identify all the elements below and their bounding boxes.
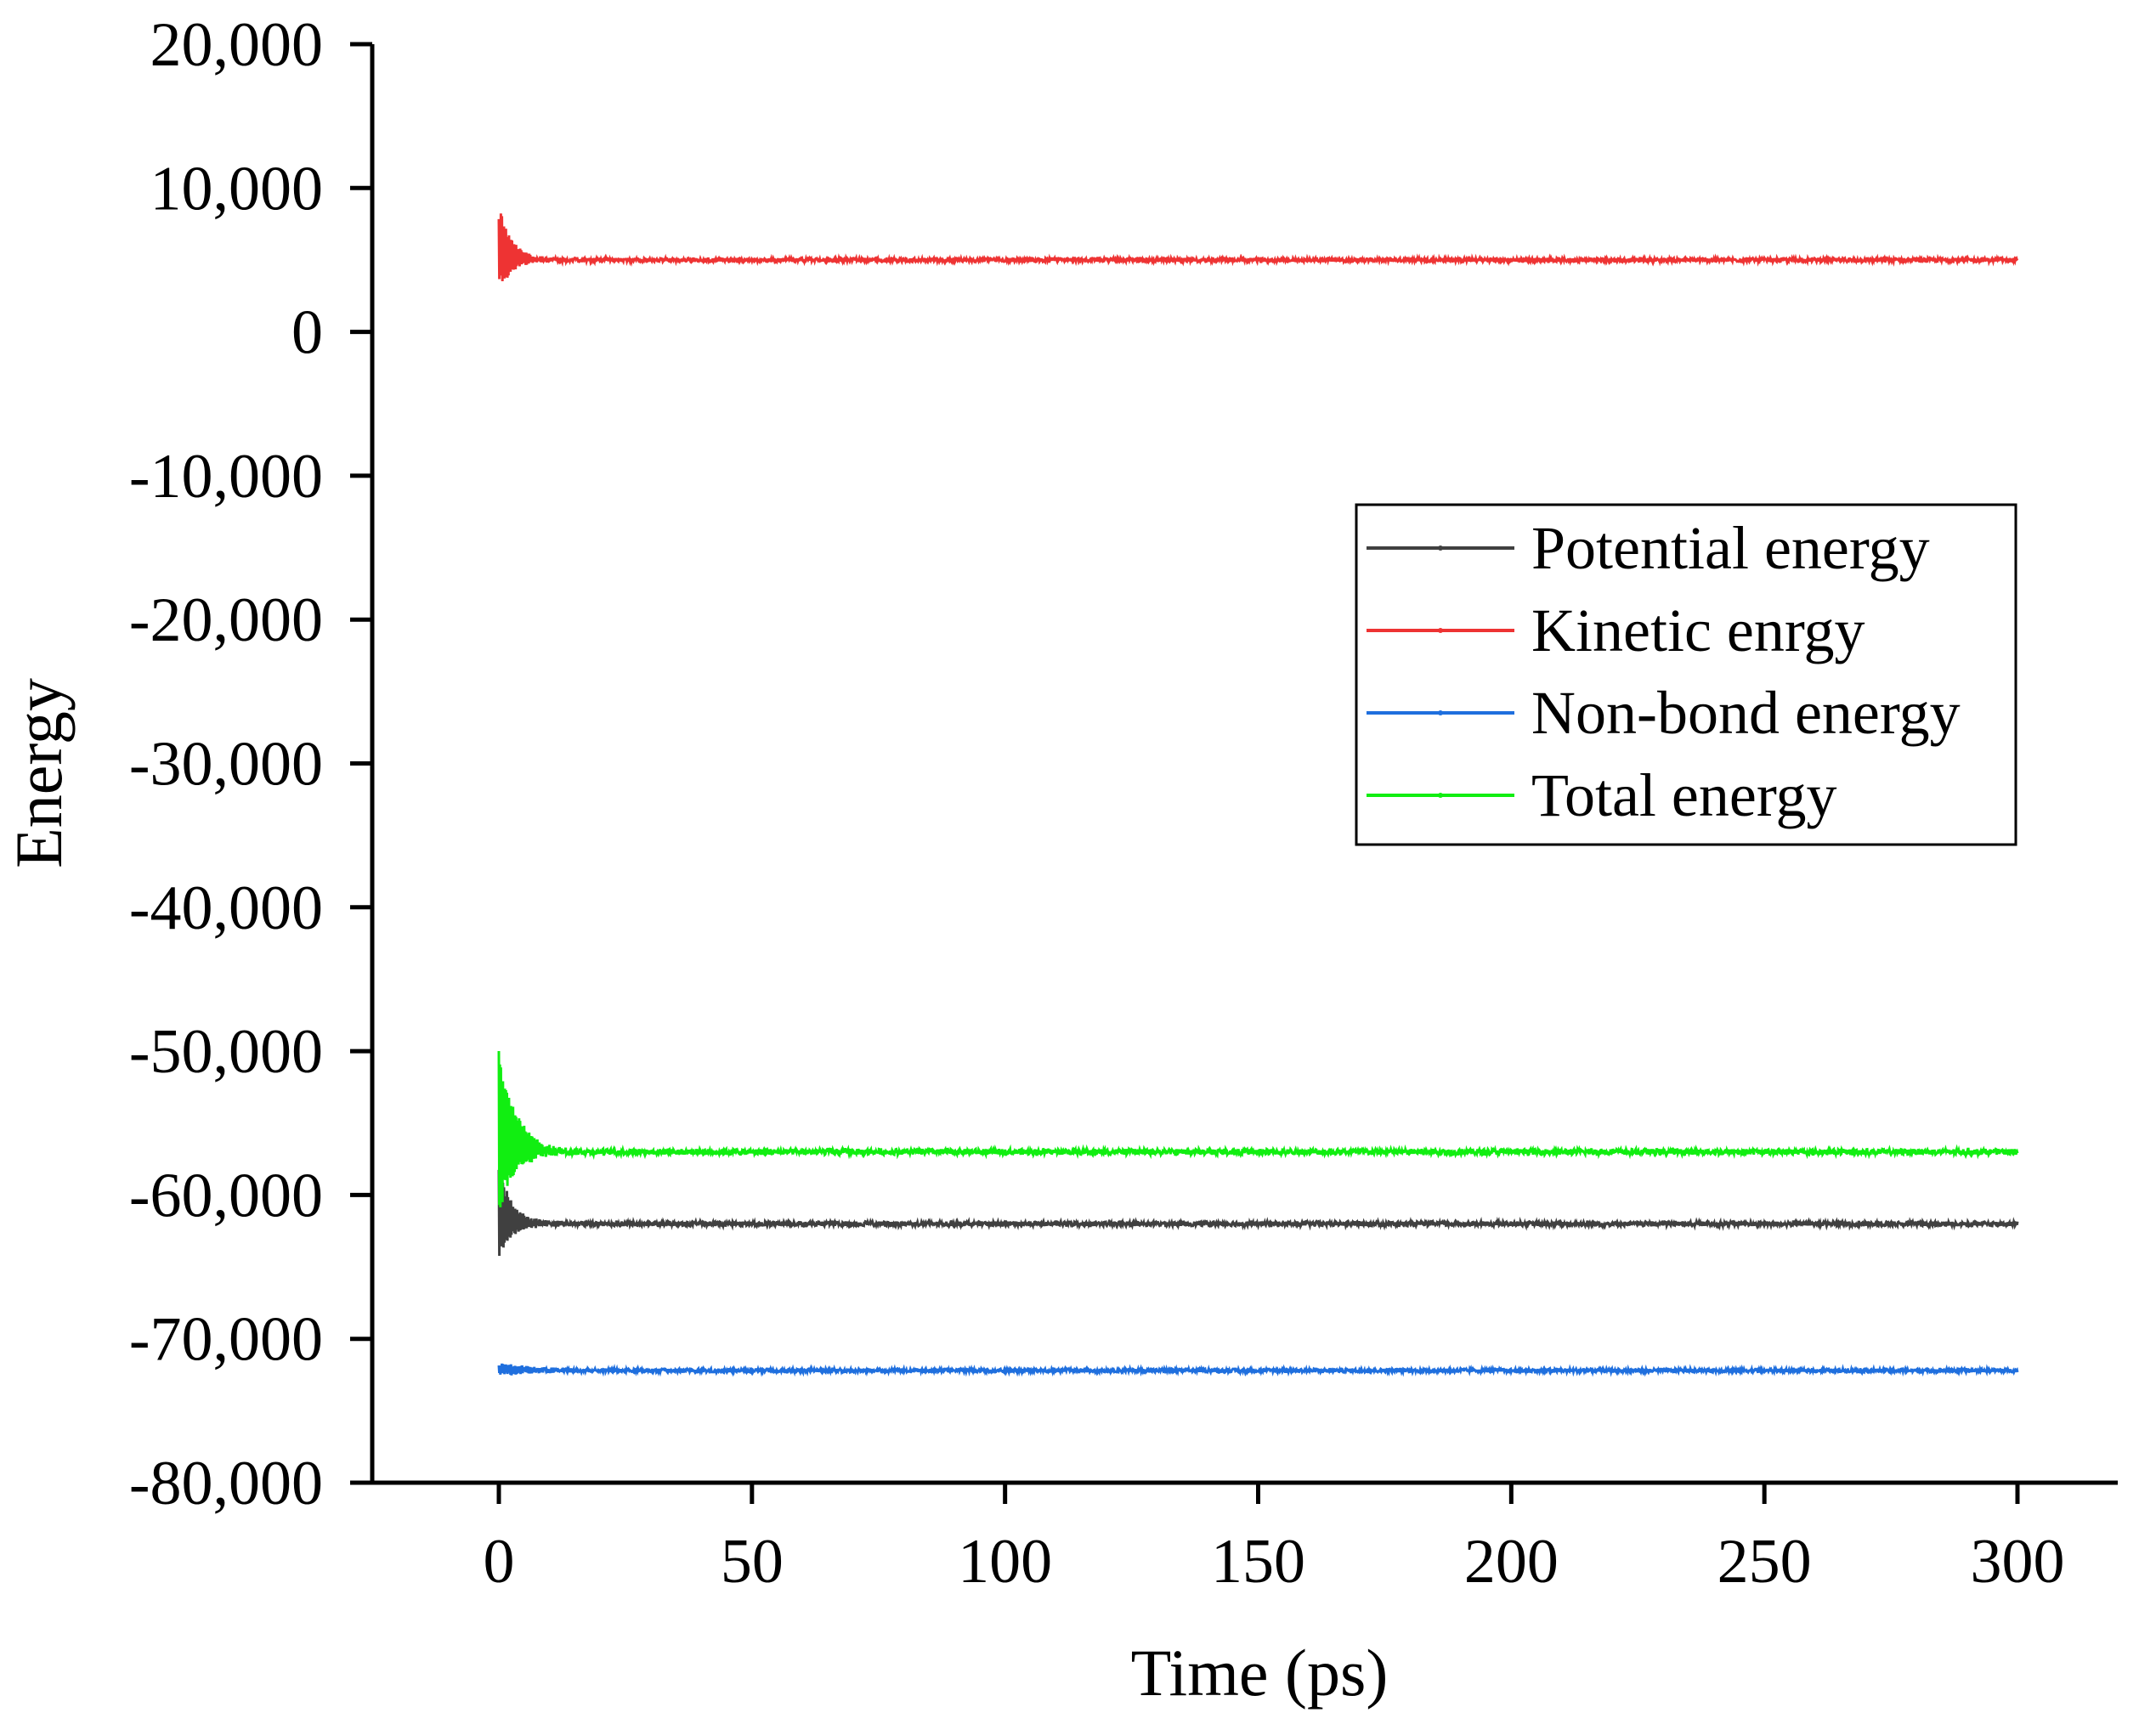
legend-marker — [1438, 545, 1443, 551]
x-axis-title: Time (ps) — [1131, 1636, 1389, 1710]
series-line-non-bond-energy — [497, 1363, 2019, 1377]
series-line-kinetic-enrgy — [497, 213, 2019, 282]
y-tick-label: -40,000 — [129, 873, 323, 943]
legend-box — [1355, 503, 2017, 846]
legend-label: Total energy — [1531, 761, 1837, 829]
y-axis-title: Energy — [2, 678, 76, 868]
y-tick-label: -10,000 — [129, 442, 323, 512]
y-tick-label: -30,000 — [129, 730, 323, 800]
legend: Potential energy Kinetic enrgy Non-bond en… — [1355, 503, 2017, 846]
series-layer — [497, 213, 2019, 1377]
legend-label: Potential energy — [1531, 514, 1930, 582]
series-line-total-energy — [497, 1050, 2019, 1207]
series-line-potential-energy — [497, 1169, 2019, 1257]
x-tick-label: 50 — [721, 1527, 784, 1597]
y-ticks: 20,000 10,000 0 -10,000 -20,000 -30,000 -40,00… — [129, 10, 372, 1518]
x-tick-label: 150 — [1211, 1527, 1305, 1597]
x-ticks: 0 50 100 150 200 250 300 — [484, 1483, 2065, 1597]
x-tick-label: 250 — [1717, 1527, 1812, 1597]
legend-marker — [1438, 793, 1443, 798]
y-tick-label: -20,000 — [129, 585, 323, 655]
legend-marker — [1438, 628, 1443, 633]
y-tick-label: -80,000 — [129, 1449, 323, 1518]
x-tick-label: 300 — [1971, 1527, 2065, 1597]
legend-label: Non-bond energy — [1531, 679, 1961, 747]
y-tick-label: -70,000 — [129, 1305, 323, 1375]
legend-label: Kinetic enrgy — [1531, 596, 1865, 664]
x-tick-label: 0 — [484, 1527, 515, 1597]
y-tick-label: -50,000 — [129, 1017, 323, 1087]
y-tick-label: -60,000 — [129, 1161, 323, 1230]
y-tick-label: 10,000 — [150, 154, 324, 223]
legend-marker — [1438, 710, 1443, 715]
x-tick-label: 100 — [958, 1527, 1052, 1597]
y-tick-label: 20,000 — [150, 10, 324, 80]
x-tick-label: 200 — [1464, 1527, 1559, 1597]
y-tick-label: 0 — [291, 298, 323, 368]
